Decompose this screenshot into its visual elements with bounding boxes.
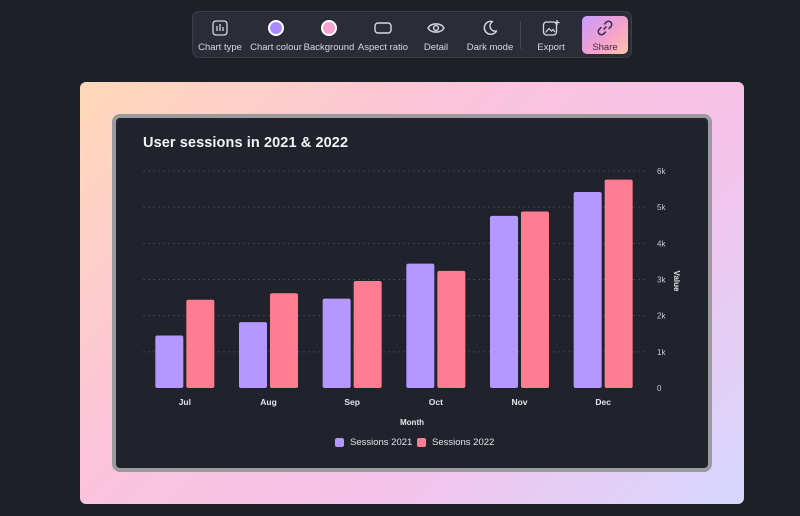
aspect-ratio-label: Aspect ratio — [357, 42, 409, 53]
legend-swatch-2021 — [335, 438, 344, 447]
share-label: Share — [592, 42, 618, 53]
background-label: Background — [303, 42, 355, 53]
x-category-label: Nov — [511, 397, 527, 407]
y-tick-label: 5k — [657, 203, 666, 212]
aspect-ratio-button[interactable]: Aspect ratio — [357, 12, 409, 57]
export-image-icon — [542, 17, 560, 39]
x-axis-categories: Jul Aug Sep Oct Nov Dec — [179, 397, 612, 407]
colour-swatch-icon — [267, 17, 285, 39]
chart-title: User sessions in 2021 & 2022 — [143, 135, 349, 151]
bar-2022-aug[interactable] — [270, 293, 298, 388]
bar-2021-jul[interactable] — [155, 335, 184, 388]
background-swatch-icon — [320, 17, 338, 39]
bar-2021-sep[interactable] — [322, 298, 351, 388]
x-category-label: Aug — [260, 397, 277, 407]
detail-button[interactable]: Detail — [413, 12, 459, 57]
background-button[interactable]: Background — [303, 12, 355, 57]
bar-chart-icon — [212, 17, 228, 39]
dark-mode-button[interactable]: Dark mode — [465, 12, 515, 57]
y-tick-label: 3k — [657, 276, 666, 285]
chart-type-button[interactable]: Chart type — [197, 12, 243, 57]
share-button[interactable] — [582, 16, 628, 54]
chart-gridlines — [143, 170, 645, 353]
bar-2021-nov[interactable] — [490, 215, 518, 388]
x-category-label: Jul — [179, 397, 191, 407]
bar-2021-aug[interactable] — [239, 322, 267, 388]
x-category-label: Sep — [344, 397, 360, 407]
y-tick-label: 2k — [657, 312, 666, 321]
bar-2021-dec[interactable] — [573, 191, 602, 388]
x-category-label: Dec — [595, 397, 611, 407]
chart-toolbar: Chart type Chart colour Background Aspec… — [192, 11, 632, 58]
y-tick-label: 0 — [657, 384, 662, 393]
chart-type-label: Chart type — [198, 42, 242, 53]
chart-colour-button[interactable]: Chart colour — [248, 12, 304, 57]
legend-item-2021[interactable]: Sessions 2021 — [335, 437, 412, 448]
legend-label-2022: Sessions 2022 — [432, 437, 495, 448]
legend-swatch-2022 — [417, 438, 426, 447]
bar-2021-oct[interactable] — [406, 263, 435, 388]
bar-2022-sep[interactable] — [353, 280, 382, 388]
y-tick-label: 4k — [657, 239, 666, 248]
bar-2022-nov[interactable] — [521, 211, 549, 388]
legend-label-2021: Sessions 2021 — [350, 437, 413, 448]
moon-icon — [482, 17, 498, 39]
bar-2022-oct[interactable] — [437, 270, 466, 388]
legend-item-2022[interactable]: Sessions 2022 — [417, 437, 494, 448]
chart-colour-label: Chart colour — [250, 42, 302, 53]
chart-bars — [155, 179, 633, 388]
aspect-ratio-icon — [374, 17, 392, 39]
y-tick-label: 1k — [657, 348, 666, 357]
y-tick-label: 6k — [657, 167, 666, 176]
detail-label: Detail — [423, 42, 449, 53]
bar-2022-dec[interactable] — [604, 179, 633, 388]
share-button-content[interactable]: Share — [582, 12, 628, 57]
y-axis-ticks: 0 1k 2k 3k 4k 5k 6k — [657, 167, 666, 393]
toolbar-divider — [520, 21, 521, 49]
export-button[interactable]: Export — [528, 12, 574, 57]
link-icon — [596, 17, 614, 39]
x-category-label: Oct — [429, 397, 443, 407]
eye-icon — [427, 17, 445, 39]
x-axis-label: Month — [400, 418, 424, 427]
export-label: Export — [537, 42, 565, 53]
dark-mode-label: Dark mode — [466, 42, 514, 53]
bar-2022-jul[interactable] — [186, 299, 215, 388]
y-axis-label: Value — [672, 271, 681, 292]
